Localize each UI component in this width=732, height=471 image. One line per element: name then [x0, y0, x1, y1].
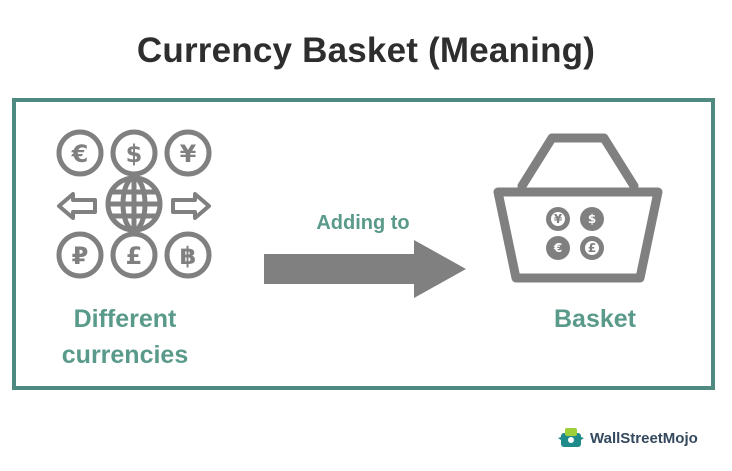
dollar-symbol: $	[126, 140, 143, 168]
yen-symbol: ¥	[180, 140, 197, 168]
big-right-arrow-icon	[264, 240, 466, 298]
basket-pound-symbol: £	[588, 241, 596, 255]
yen-coin-icon	[164, 129, 212, 177]
right-arrow-icon	[171, 192, 211, 220]
euro-symbol: €	[71, 140, 89, 168]
baht-symbol: ฿	[180, 242, 197, 270]
basket-body	[493, 187, 663, 283]
basket-yen-symbol: ¥	[554, 212, 563, 226]
logo-text: WallStreetMojo	[590, 429, 698, 447]
pound-coin-icon	[110, 231, 158, 279]
basket-handle	[517, 133, 639, 191]
logo-icon	[558, 428, 584, 447]
ruble-symbol: ₽	[72, 242, 89, 270]
baht-coin-icon	[164, 231, 212, 279]
globe-icon	[105, 175, 163, 233]
left-arrow-icon	[57, 192, 97, 220]
euro-coin-icon	[56, 129, 104, 177]
dollar-coin-icon	[110, 129, 158, 177]
basket-dollar-symbol: $	[588, 212, 596, 226]
basket-euro-coin-icon	[546, 236, 570, 260]
basket-dollar-coin-icon	[580, 207, 604, 231]
basket-label: Basket	[554, 305, 636, 333]
diagram-title: Currency Basket (Meaning)	[136, 31, 596, 70]
wallstreetmojo-logo: WallStreetMojo	[556, 424, 698, 452]
different-currencies-label: Different currencies	[61, 305, 189, 369]
basket-icon: ¥ $ € £	[493, 133, 663, 283]
ruble-coin-icon	[56, 231, 104, 279]
diagram-frame	[12, 98, 715, 390]
pound-symbol: £	[126, 242, 143, 270]
adding-to-label: Adding to	[316, 212, 410, 234]
basket-euro-symbol: €	[553, 241, 562, 255]
currencies-cluster-icon: € $ ¥ ₽ £ ฿	[56, 129, 212, 279]
